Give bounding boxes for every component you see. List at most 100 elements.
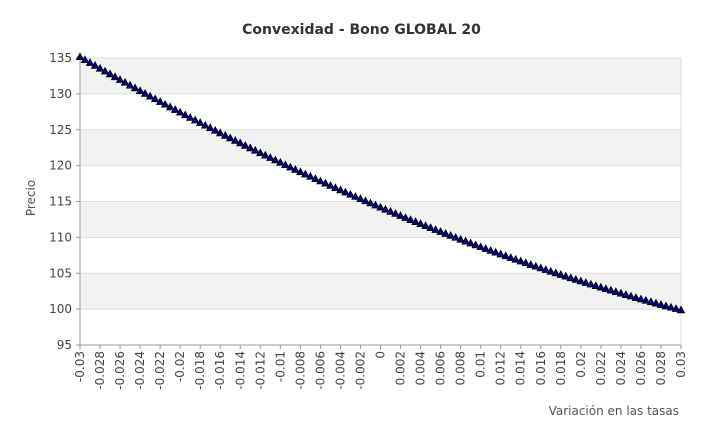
data-point bbox=[145, 91, 155, 100]
data-point bbox=[476, 242, 485, 251]
data-point bbox=[581, 278, 591, 286]
data-point bbox=[296, 167, 305, 176]
x-tick-label: -0.024 bbox=[133, 351, 147, 390]
x-tick-label: -0.01 bbox=[273, 351, 287, 382]
x-tick-label: 0.014 bbox=[514, 351, 528, 385]
grid-bands bbox=[80, 58, 681, 310]
data-point bbox=[411, 217, 420, 225]
data-point bbox=[140, 89, 150, 97]
data-point bbox=[195, 118, 205, 126]
x-tick-label: -0.02 bbox=[173, 351, 187, 382]
data-point bbox=[301, 169, 310, 178]
data-point bbox=[155, 97, 165, 105]
x-tick-label: 0.016 bbox=[534, 351, 548, 385]
data-point bbox=[185, 113, 195, 121]
data-point bbox=[180, 110, 190, 119]
data-point bbox=[601, 284, 611, 293]
data-point bbox=[170, 105, 180, 113]
y-tick-label: 110 bbox=[49, 230, 72, 244]
data-point bbox=[80, 55, 90, 63]
data-point bbox=[541, 265, 551, 273]
data-point bbox=[431, 225, 440, 233]
data-point bbox=[261, 150, 270, 159]
y-tick-label: 120 bbox=[49, 159, 72, 173]
data-point bbox=[286, 162, 295, 171]
data-point bbox=[651, 298, 661, 307]
data-point bbox=[85, 58, 95, 66]
data-point bbox=[516, 256, 526, 265]
data-point bbox=[506, 253, 515, 261]
y-tick-label: 135 bbox=[49, 51, 72, 65]
data-point bbox=[401, 213, 410, 221]
data-point bbox=[281, 160, 290, 169]
data-point bbox=[406, 215, 415, 223]
x-tick-label: 0.008 bbox=[454, 351, 468, 385]
y-tick-label: 95 bbox=[57, 338, 72, 352]
data-point bbox=[456, 234, 465, 243]
data-point bbox=[561, 271, 571, 280]
data-point bbox=[551, 268, 561, 277]
y-tick-label: 115 bbox=[49, 195, 72, 209]
data-point bbox=[631, 293, 641, 301]
data-point bbox=[220, 131, 230, 139]
x-tick-label: 0.03 bbox=[674, 351, 688, 378]
y-tick-label: 125 bbox=[49, 123, 72, 137]
data-point bbox=[481, 244, 490, 252]
data-point bbox=[496, 249, 505, 258]
data-point bbox=[336, 185, 345, 194]
data-point bbox=[441, 229, 450, 237]
data-point bbox=[200, 120, 210, 129]
data-point bbox=[671, 304, 681, 312]
data-point bbox=[461, 236, 470, 245]
axes bbox=[76, 57, 682, 349]
grid-band bbox=[80, 129, 681, 166]
x-tick-label: 0.028 bbox=[654, 351, 668, 385]
x-tick-label: 0.006 bbox=[434, 351, 448, 385]
x-tick-label: -0.014 bbox=[233, 351, 247, 390]
data-point bbox=[125, 80, 135, 89]
x-tick-label: 0 bbox=[374, 351, 388, 359]
y-tick-label: 100 bbox=[49, 302, 72, 316]
x-tick-label: -0.026 bbox=[113, 351, 127, 390]
data-point bbox=[135, 86, 145, 94]
data-point bbox=[271, 155, 280, 164]
data-point bbox=[491, 247, 500, 256]
grid-band bbox=[80, 58, 681, 94]
data-point bbox=[666, 302, 676, 311]
data-point bbox=[210, 125, 220, 134]
data-point bbox=[361, 196, 370, 205]
data-point bbox=[546, 266, 556, 275]
x-tick-label: 0.01 bbox=[474, 351, 488, 378]
data-point bbox=[235, 138, 245, 147]
data-point bbox=[225, 133, 235, 142]
data-point bbox=[205, 123, 215, 132]
x-tick-label: 0.004 bbox=[414, 351, 428, 385]
data-point bbox=[586, 279, 596, 288]
data-point bbox=[511, 254, 521, 263]
y-tick-label: 130 bbox=[49, 87, 72, 101]
data-point bbox=[376, 202, 385, 211]
data-point bbox=[291, 165, 300, 173]
data-point bbox=[536, 263, 546, 272]
x-tick-label: 0.026 bbox=[634, 351, 648, 385]
data-point bbox=[100, 66, 110, 75]
y-tick-label: 105 bbox=[49, 266, 72, 280]
data-point bbox=[346, 189, 355, 198]
x-tick-label: 0.012 bbox=[494, 351, 508, 385]
data-point bbox=[391, 209, 400, 217]
data-point bbox=[386, 207, 395, 215]
data-point bbox=[256, 148, 265, 157]
data-point bbox=[571, 274, 581, 283]
x-tick-label: 0.002 bbox=[394, 351, 408, 385]
x-tick-label: -0.016 bbox=[213, 351, 227, 390]
data-point bbox=[356, 194, 365, 202]
data-point bbox=[75, 52, 85, 61]
data-point bbox=[646, 297, 656, 306]
data-point bbox=[436, 227, 445, 235]
data-point bbox=[591, 281, 601, 289]
data-point bbox=[240, 141, 250, 149]
data-point bbox=[366, 198, 375, 207]
data-point bbox=[526, 260, 536, 268]
data-point bbox=[501, 251, 510, 260]
data-point bbox=[556, 270, 566, 278]
